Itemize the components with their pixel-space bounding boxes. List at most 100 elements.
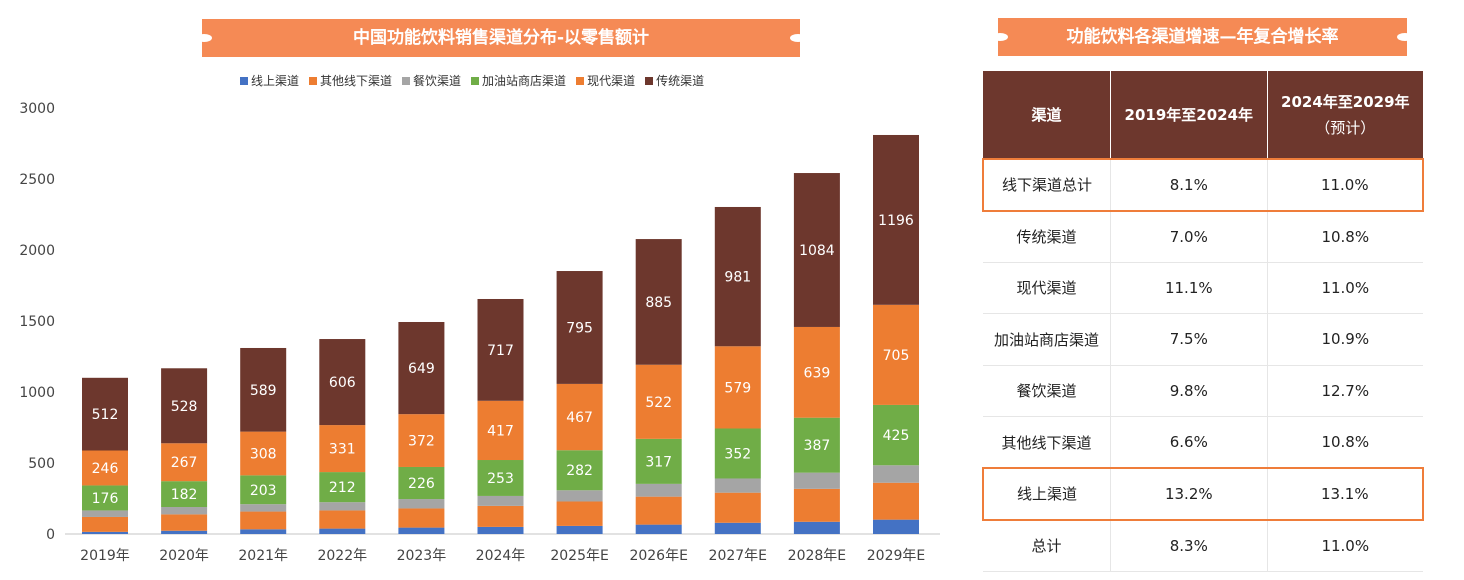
bar-segment <box>556 501 603 526</box>
cell-b: 10.8% <box>1266 210 1423 263</box>
bar-segment <box>398 321 445 415</box>
data-label: 253 <box>487 471 514 487</box>
data-label: 387 <box>804 438 831 454</box>
data-label: 317 <box>645 454 672 470</box>
header-2024-2029-label: 2024年至2029年 <box>1281 92 1410 111</box>
x-tick-label: 2026年E <box>629 548 687 564</box>
bar-segment <box>635 524 682 534</box>
cell-b: 10.8% <box>1266 416 1423 469</box>
cell-channel: 餐饮渠道 <box>983 365 1111 417</box>
bar-segment <box>873 519 919 534</box>
bar-segment <box>319 502 366 511</box>
data-label: 282 <box>566 463 593 479</box>
data-label: 717 <box>487 343 514 359</box>
bar-segment <box>161 514 208 531</box>
bar-segment <box>556 383 603 451</box>
cell-a: 13.2% <box>1110 467 1268 521</box>
cell-b: 11.0% <box>1266 158 1424 212</box>
bar-segment <box>477 460 524 496</box>
chart-title: 中国功能饮料销售渠道分布-以零售额计 <box>196 19 806 57</box>
bar-segment <box>319 339 366 426</box>
bar-segment <box>240 431 287 476</box>
x-tick-label: 2024年 <box>476 548 526 564</box>
cell-b: 12.7% <box>1266 365 1423 417</box>
cell-a: 8.1% <box>1110 158 1268 212</box>
bar-segment <box>873 404 919 466</box>
legend-label: 其他线下渠道 <box>320 74 393 88</box>
bar-segment <box>240 475 287 505</box>
data-label: 308 <box>250 446 277 462</box>
cell-channel: 线上渠道 <box>982 467 1111 521</box>
data-label: 528 <box>171 399 198 415</box>
bar-segment <box>477 298 524 401</box>
bar-segment <box>635 239 682 365</box>
cell-a: 7.0% <box>1110 210 1268 263</box>
data-label: 705 <box>883 348 910 364</box>
bar-segment <box>82 516 128 532</box>
data-label: 417 <box>487 423 514 439</box>
data-label: 212 <box>329 480 356 496</box>
bar-segment <box>714 428 761 479</box>
cell-a: 8.3% <box>1110 519 1268 572</box>
legend-item: 餐饮渠道 <box>402 72 461 89</box>
data-label: 331 <box>329 442 356 458</box>
table-row: 传统渠道 7.0% 10.8% <box>983 210 1423 263</box>
bar-segment <box>477 495 524 506</box>
bar-segment <box>240 347 287 432</box>
data-label: 589 <box>250 383 277 399</box>
cell-a: 11.1% <box>1110 262 1268 314</box>
data-label: 372 <box>408 434 435 450</box>
chart-legend: 线上渠道 其他线下渠道 餐饮渠道 加油站商店渠道 现代渠道 传统渠道 <box>240 72 704 89</box>
legend-label: 加油站商店渠道 <box>482 74 567 88</box>
bar-segment <box>556 525 603 534</box>
y-tick-label: 3000 <box>19 101 55 117</box>
cell-a: 6.6% <box>1110 416 1268 469</box>
cell-channel: 加油站商店渠道 <box>983 313 1111 366</box>
bar-segment <box>635 496 682 525</box>
bar-segment <box>793 417 840 473</box>
table-title: 功能饮料各渠道增速—年复合增长率 <box>992 18 1413 56</box>
bar-segment <box>477 526 524 534</box>
data-label: 176 <box>92 491 119 507</box>
legend-swatch <box>471 76 480 85</box>
bar-segment <box>398 508 445 528</box>
stacked-bar-chart: 0 500 1000 1500 2000 2500 3000 176 246 512 2019年 18… <box>19 101 940 564</box>
legend-swatch <box>645 76 654 85</box>
bar-segment <box>873 465 919 483</box>
table-row: 线下渠道总计 8.1% 11.0% <box>982 158 1424 212</box>
bar-segment <box>714 478 761 493</box>
legend-swatch <box>240 76 248 85</box>
data-label: 267 <box>171 455 198 471</box>
data-label: 1084 <box>799 243 835 259</box>
bar-segment <box>793 521 840 534</box>
x-tick-label: 2021年 <box>238 548 288 564</box>
header-2024-2029: 2024年至2029年 （预计） <box>1266 71 1423 159</box>
data-label: 639 <box>804 365 831 381</box>
legend-item: 传统渠道 <box>645 72 704 89</box>
data-label: 512 <box>92 407 119 423</box>
legend-swatch <box>576 76 585 85</box>
data-label: 352 <box>724 446 751 462</box>
x-tick-label: 2019年 <box>80 548 130 564</box>
bar-segment <box>793 488 840 522</box>
data-label: 579 <box>724 380 751 396</box>
bar-segment <box>161 507 208 515</box>
bar-segment <box>319 425 366 473</box>
table-row: 总计 8.3% 11.0% <box>983 519 1423 572</box>
y-tick-label: 1000 <box>19 385 55 401</box>
table-row: 加油站商店渠道 7.5% 10.9% <box>983 313 1423 366</box>
data-label: 606 <box>329 375 356 391</box>
bar-segment <box>556 490 603 502</box>
legend-swatch <box>402 76 411 85</box>
legend-item: 其他线下渠道 <box>309 72 392 89</box>
cell-a: 9.8% <box>1110 365 1268 417</box>
data-label: 885 <box>645 295 672 311</box>
bar-segment <box>161 530 208 534</box>
bar-segment <box>319 472 366 503</box>
data-label: 226 <box>408 476 435 492</box>
data-label: 203 <box>250 483 277 499</box>
bar-segment <box>873 134 919 305</box>
cell-channel: 总计 <box>983 519 1111 572</box>
bar-segment <box>793 326 840 418</box>
legend-item: 线上渠道 <box>240 72 299 89</box>
